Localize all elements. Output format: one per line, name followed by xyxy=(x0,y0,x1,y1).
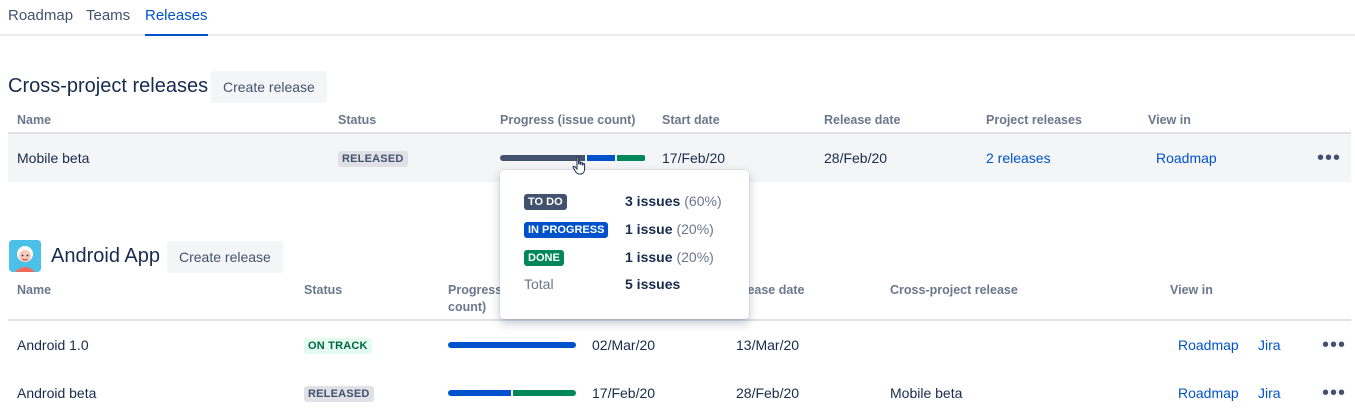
jira-link[interactable]: Jira xyxy=(1258,385,1281,401)
col-name: Name xyxy=(17,283,52,297)
header-divider xyxy=(8,132,1351,134)
tab-roadmap[interactable]: Roadmap xyxy=(8,7,74,24)
release-name: Android beta xyxy=(17,385,97,401)
create-release-button[interactable]: Create release xyxy=(211,71,327,103)
total-value: 5 issues xyxy=(625,276,681,292)
tab-teams[interactable]: Teams xyxy=(86,7,131,24)
col-release-date: Release date xyxy=(824,113,901,127)
col-project-releases: Project releases xyxy=(986,113,1082,127)
release-name: Android 1.0 xyxy=(17,337,89,353)
project-title: Android App xyxy=(51,245,160,267)
col-view-in: View in xyxy=(1148,113,1191,127)
inprogress-value: 1 issue xyxy=(625,221,673,237)
col-view-in: View in xyxy=(1170,283,1213,297)
roadmap-link[interactable]: Roadmap xyxy=(1178,337,1239,353)
more-actions-icon[interactable]: ••• xyxy=(1322,334,1347,356)
done-lozenge: DONE xyxy=(524,250,564,266)
col-cross-project-release: Cross-project release xyxy=(890,283,1018,297)
start-date: 02/Mar/20 xyxy=(592,337,656,353)
progress-bar[interactable] xyxy=(448,390,576,396)
col-name: Name xyxy=(17,113,52,127)
release-date: 28/Feb/20 xyxy=(736,385,800,401)
progress-segment-in-progress xyxy=(448,342,576,348)
inprogress-percent: (20%) xyxy=(676,221,714,237)
progress-segment-in-progress xyxy=(587,155,615,161)
status-badge: ON TRACK xyxy=(304,338,372,354)
progress-tooltip: TO DO 3 issues (60%) IN PROGRESS 1 issue(… xyxy=(500,170,749,319)
create-release-button[interactable]: Create release xyxy=(167,241,283,273)
inprogress-count: 1 issue (20%) xyxy=(625,221,714,237)
release-date: 28/Feb/20 xyxy=(824,150,888,166)
col-start-date: Start date xyxy=(662,113,720,127)
progress-bar[interactable] xyxy=(500,155,646,161)
done-percent: (20%) xyxy=(676,249,714,265)
progress-segment-done xyxy=(617,155,645,161)
release-date: 13/Mar/20 xyxy=(736,337,800,353)
project-avatar xyxy=(9,240,41,272)
todo-percent: (60%) xyxy=(684,193,722,209)
col-progress-line2: count) xyxy=(448,300,487,314)
col-status: Status xyxy=(304,283,343,297)
progress-segment-in-progress xyxy=(448,390,511,396)
hand-cursor-icon xyxy=(572,156,588,179)
done-count: 1 issue (20%) xyxy=(625,249,714,265)
progress-segment-todo xyxy=(500,155,585,161)
jira-link[interactable]: Jira xyxy=(1258,337,1281,353)
status-badge: RELEASED xyxy=(304,386,374,402)
more-actions-icon[interactable]: ••• xyxy=(1317,147,1342,169)
project-releases-link[interactable]: 2 releases xyxy=(986,150,1051,166)
roadmap-link[interactable]: Roadmap xyxy=(1178,385,1239,401)
todo-lozenge: TO DO xyxy=(524,194,567,210)
roadmap-link[interactable]: Roadmap xyxy=(1156,150,1217,166)
header-divider xyxy=(8,319,1351,321)
more-actions-icon[interactable]: ••• xyxy=(1322,382,1347,404)
col-progress: Progress xyxy=(448,283,503,297)
tab-releases[interactable]: Releases xyxy=(145,7,208,36)
todo-count: 3 issues (60%) xyxy=(625,193,722,209)
col-status: Status xyxy=(338,113,377,127)
release-name: Mobile beta xyxy=(17,150,90,166)
cross-project-release: Mobile beta xyxy=(890,385,963,401)
done-value: 1 issue xyxy=(625,249,673,265)
cross-project-title: Cross-project releases xyxy=(8,75,209,97)
start-date: 17/Feb/20 xyxy=(662,150,726,166)
status-badge: RELEASED xyxy=(338,151,408,167)
total-label: Total xyxy=(524,276,554,292)
progress-segment-done xyxy=(513,390,576,396)
col-progress: Progress (issue count) xyxy=(500,113,636,127)
todo-value: 3 issues xyxy=(625,193,681,209)
start-date: 17/Feb/20 xyxy=(592,385,656,401)
top-tabs: Roadmap Teams Releases xyxy=(0,0,1355,36)
progress-bar[interactable] xyxy=(448,342,576,348)
inprogress-lozenge: IN PROGRESS xyxy=(524,222,609,238)
